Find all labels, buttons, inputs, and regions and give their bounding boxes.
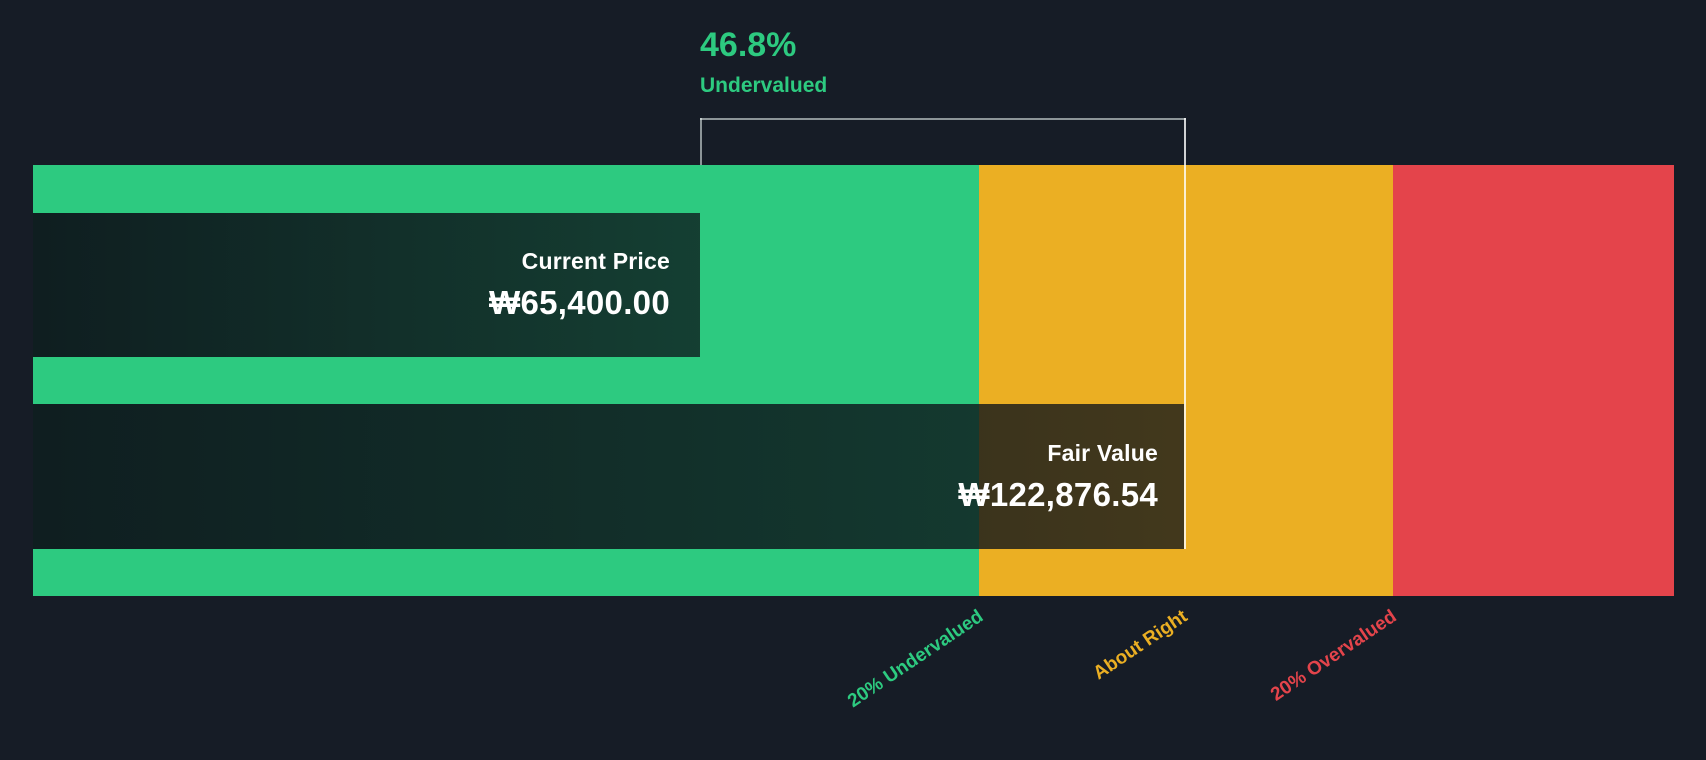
current-price-value: ₩65,400.00 [489, 284, 670, 321]
current-price-label: Current Price [521, 248, 670, 274]
bracket-top-line [700, 118, 1186, 120]
fair-value-marker-line [1184, 118, 1186, 549]
fair-value-label: Fair Value [1047, 439, 1158, 466]
zone-overvalued [1393, 165, 1674, 596]
current-price-bar: Current Price ₩65,400.00 [33, 213, 700, 357]
discount-status: Undervalued [700, 74, 828, 97]
fair-value-bar: Fair Value ₩122,876.54 [33, 404, 1184, 549]
axis-label-overvalued: 20% Overvalued [1267, 606, 1401, 706]
axis-label-undervalued: 20% Undervalued [843, 606, 987, 712]
bracket-left-line [700, 118, 702, 165]
discount-percent: 46.8% [700, 26, 797, 64]
discount-callout: 46.8% Undervalued [700, 26, 827, 98]
valuation-band: Current Price ₩65,400.00 Fair Value ₩122… [33, 165, 1674, 596]
axis-label-about-right: About Right [1089, 606, 1192, 685]
fair-value-value: ₩122,876.54 [958, 475, 1158, 513]
